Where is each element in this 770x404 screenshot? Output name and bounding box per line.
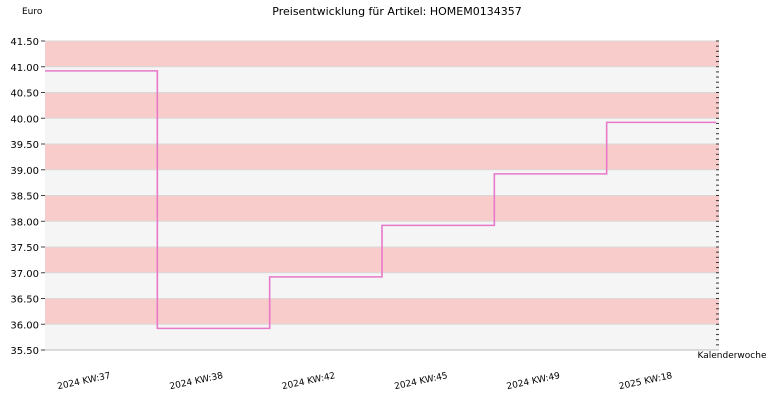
x-axis-label: Kalenderwoche xyxy=(697,351,766,361)
x-tick-label: 2024 KW:42 xyxy=(281,371,336,392)
price-step-line xyxy=(45,70,716,330)
y-tick-label: 41.50 xyxy=(10,37,39,48)
y-tick-label: 38.50 xyxy=(10,192,39,203)
y-axis-ticks: 35.50 36.00 36.50 37.00 37.50 38.00 38.50 39.00… xyxy=(10,37,719,357)
background-band xyxy=(45,298,719,325)
y-tick-label: 41.00 xyxy=(10,63,39,74)
background-band xyxy=(45,195,719,222)
y-tick-label: 39.50 xyxy=(10,140,39,151)
background-band xyxy=(45,324,719,350)
x-tick-label: 2024 KW:38 xyxy=(169,371,224,392)
x-tick-label: 2024 KW:45 xyxy=(394,371,449,392)
y-tick-label: 35.50 xyxy=(10,346,39,357)
x-tick-label: 2025 KW:18 xyxy=(618,371,673,392)
y-tick-label: 40.50 xyxy=(10,89,39,100)
background-band xyxy=(45,92,719,119)
background-band xyxy=(45,41,719,67)
chart-title: Preisentwicklung für Artikel: HOMEM01343… xyxy=(272,5,521,18)
y-tick-label: 40.00 xyxy=(10,114,39,125)
x-axis-ticks: 2024 KW:37 2024 KW:38 2024 KW:42 2024 KW:45… xyxy=(57,371,674,392)
y-tick-label: 39.00 xyxy=(10,166,39,177)
y-tick-label: 36.00 xyxy=(10,320,39,331)
y-tick-label: 36.50 xyxy=(10,295,39,306)
y-axis-label: Euro xyxy=(22,7,43,17)
y-tick-label: 37.50 xyxy=(10,243,39,254)
y-tick-label: 37.00 xyxy=(10,269,39,280)
x-tick-label: 2024 KW:49 xyxy=(506,371,561,392)
background-band xyxy=(45,144,719,170)
y-tick-label: 38.00 xyxy=(10,217,39,228)
series-layer xyxy=(45,70,719,351)
background-band xyxy=(45,169,719,196)
x-tick-label: 2024 KW:37 xyxy=(57,371,112,392)
